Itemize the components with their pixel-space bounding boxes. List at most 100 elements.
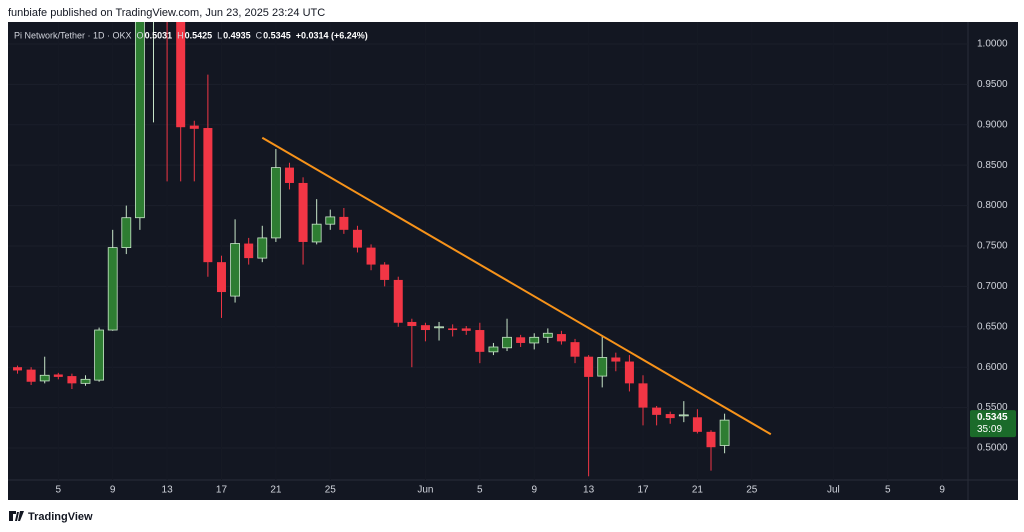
legend-text: Pi Network/Tether · 1D · OKX bbox=[14, 30, 132, 40]
candle-body bbox=[311, 223, 322, 243]
x-tick-label: 17 bbox=[216, 485, 228, 496]
x-tick-label: 25 bbox=[325, 485, 337, 496]
candle-body bbox=[611, 357, 621, 362]
candle-body bbox=[542, 332, 553, 338]
candle-body bbox=[26, 369, 36, 382]
x-tick-label: Jul bbox=[827, 485, 840, 496]
price-badge-value: 0.5345 bbox=[977, 412, 1008, 423]
candle-body bbox=[216, 262, 226, 293]
candle-body bbox=[502, 336, 512, 349]
candle-body bbox=[461, 328, 471, 331]
candle-body bbox=[325, 216, 336, 225]
candle-body bbox=[420, 325, 430, 331]
candle-body bbox=[339, 216, 349, 230]
x-tick-label: 25 bbox=[746, 485, 758, 496]
candle-body bbox=[94, 329, 105, 381]
candle-body bbox=[67, 376, 77, 384]
price-badge-countdown: 35:09 bbox=[977, 424, 1002, 435]
candle-body bbox=[203, 128, 213, 263]
y-tick-label: 0.6500 bbox=[977, 321, 1008, 332]
candle-body bbox=[706, 431, 716, 448]
candle-body bbox=[584, 356, 594, 377]
candle-body bbox=[352, 229, 362, 248]
x-tick-label: 5 bbox=[885, 485, 891, 496]
candle-body bbox=[366, 247, 376, 265]
legend-text: 0.5425 bbox=[185, 30, 213, 40]
candle-body bbox=[176, 22, 186, 128]
candle-body bbox=[597, 357, 608, 377]
candle-body bbox=[448, 328, 458, 331]
price-badge bbox=[970, 410, 1016, 438]
candle-body bbox=[39, 374, 50, 382]
candle-body bbox=[665, 414, 675, 419]
candle-body bbox=[80, 378, 91, 384]
candle-body bbox=[298, 182, 308, 242]
legend-text: 0.5031 bbox=[145, 30, 173, 40]
legend-text: H bbox=[177, 30, 184, 40]
y-tick-label: 0.7000 bbox=[977, 281, 1008, 292]
x-tick-label: 9 bbox=[110, 485, 116, 496]
candle-body bbox=[107, 247, 118, 331]
candle-body bbox=[719, 419, 730, 446]
candle-body bbox=[488, 346, 499, 353]
candle-body bbox=[270, 167, 281, 239]
x-tick-label: 17 bbox=[637, 485, 649, 496]
y-tick-label: 0.7500 bbox=[977, 241, 1008, 252]
y-tick-label: 0.5500 bbox=[977, 402, 1008, 413]
candle-body bbox=[624, 361, 634, 384]
legend-text: L bbox=[217, 30, 222, 40]
x-tick-label: 9 bbox=[939, 485, 945, 496]
y-tick-label: 0.8000 bbox=[977, 200, 1008, 211]
x-tick-label: 21 bbox=[692, 485, 704, 496]
x-tick-label: 13 bbox=[162, 485, 174, 496]
tradingview-logo: TradingView bbox=[9, 511, 93, 523]
chart-background bbox=[8, 22, 1018, 500]
y-tick-label: 0.9500 bbox=[977, 79, 1008, 90]
legend-text: O bbox=[137, 30, 144, 40]
plot-area bbox=[13, 0, 772, 477]
candle-body bbox=[134, 22, 145, 219]
candle-body bbox=[570, 342, 580, 357]
candle-body bbox=[638, 383, 648, 408]
footer-text: TradingView bbox=[28, 511, 93, 523]
x-tick-label: 9 bbox=[531, 485, 537, 496]
y-tick-label: 0.9000 bbox=[977, 119, 1008, 130]
y-tick-label: 0.8500 bbox=[977, 160, 1008, 171]
candle-body bbox=[244, 243, 254, 259]
candle-body bbox=[407, 321, 417, 326]
axes: 0.5000 0.5500 0.6000 0.6500 0.7000 0.7500 0.80… bbox=[56, 39, 1016, 496]
header-text: funbiafe published on TradingView.com, J… bbox=[8, 7, 325, 19]
legend-text: 0.5345 bbox=[263, 30, 291, 40]
candle-body bbox=[529, 336, 540, 344]
candle-body bbox=[380, 264, 390, 280]
candle-body bbox=[475, 330, 485, 352]
candle-body bbox=[284, 167, 294, 183]
candle-body bbox=[516, 337, 526, 343]
candle-body bbox=[189, 125, 199, 129]
x-tick-label: Jun bbox=[417, 485, 433, 496]
x-tick-label: 5 bbox=[477, 485, 483, 496]
candle-body bbox=[692, 417, 702, 432]
y-tick-label: 1.0000 bbox=[977, 39, 1008, 50]
candle-body bbox=[652, 407, 662, 415]
x-tick-label: 5 bbox=[56, 485, 62, 496]
y-tick-label: 0.6000 bbox=[977, 362, 1008, 373]
candle-body bbox=[149, 0, 158, 4]
candle-body bbox=[434, 326, 444, 329]
candle-body bbox=[121, 217, 132, 249]
y-tick-label: 0.5000 bbox=[977, 443, 1008, 454]
trendline bbox=[261, 136, 772, 436]
x-tick-label: 21 bbox=[270, 485, 282, 496]
legend-text: 0.4935 bbox=[223, 30, 251, 40]
candle-body bbox=[556, 334, 566, 342]
legend: Pi Network/Tether · 1D · OKX O 0.5031 H 0.54… bbox=[14, 30, 368, 40]
legend-text: C bbox=[256, 30, 263, 40]
candle-body bbox=[678, 414, 689, 417]
candle-body bbox=[13, 367, 23, 371]
candle-body bbox=[393, 279, 403, 323]
candle-body bbox=[230, 243, 240, 297]
candle-body bbox=[257, 237, 268, 259]
legend-text: +0.0314 (+6.24%) bbox=[296, 30, 368, 40]
